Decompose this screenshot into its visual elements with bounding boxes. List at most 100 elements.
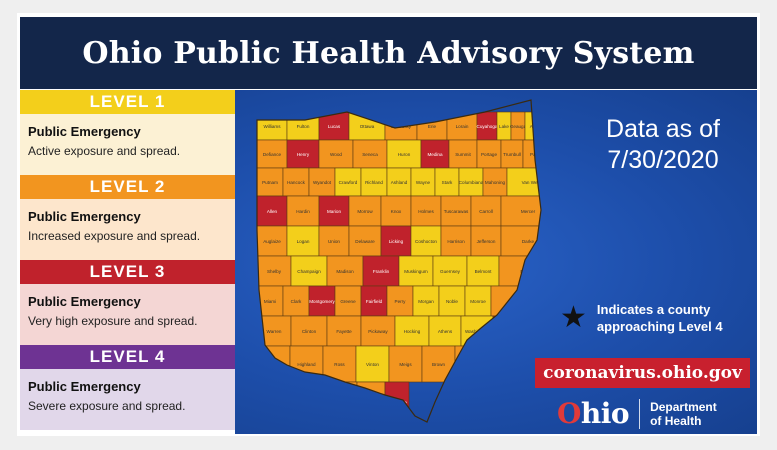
county-crawford [334, 167, 362, 197]
county-tuscarawas [440, 195, 472, 227]
county-label: Vinton [366, 362, 379, 367]
county-label: Carroll [479, 209, 493, 214]
legend-level-4-body: Public Emergency Severe exposure and spr… [20, 369, 235, 430]
legend-level-4-heading: Public Emergency [28, 379, 141, 394]
page-title: Ohio Public Health Advisory System [82, 35, 695, 71]
county-label: Mahoning [485, 180, 506, 185]
county-label: Montgomery [309, 299, 335, 304]
county-label: Pickaway [368, 329, 388, 334]
county-monroe [464, 285, 492, 317]
legend-level-3-heading: Public Emergency [28, 294, 141, 309]
legend-level-2-desc: Increased exposure and spread. [28, 229, 201, 243]
legend-level-2-label: LEVEL 2 [89, 177, 166, 196]
county-label: Adams [498, 362, 513, 367]
county-label: Delaware [355, 239, 375, 244]
county-label: Perry [395, 299, 407, 304]
data-as-of: Data as of 7/30/2020 [583, 114, 743, 176]
ohio-county-map: Williams Fulton Lucas Ottawa Sandusky Erie Lor… [256, 99, 548, 423]
legend-level-1-desc: Active exposure and spread. [28, 144, 181, 158]
county-label: Highland [297, 362, 316, 367]
county-belmont [466, 255, 500, 287]
county-label: Wayne [416, 180, 431, 185]
county-wyandot [308, 167, 336, 197]
county-label: Columbiana [459, 180, 484, 185]
county-label: Harrison [447, 239, 465, 244]
county-label: Ottawa [360, 124, 375, 129]
county-muskingum [398, 255, 434, 287]
logo-divider [639, 399, 641, 429]
advisory-card: Ohio Public Health Advisory System LEVEL… [17, 13, 760, 436]
county-label: Defiance [263, 152, 282, 157]
county-van-wert [506, 167, 541, 197]
dept-of-health-text: Department of Health [650, 400, 717, 428]
legend-level-3-desc: Very high exposure and spread. [28, 314, 198, 328]
county-label: Ross [334, 362, 345, 367]
county-label: Lorain [456, 124, 469, 129]
county-madison [326, 255, 364, 287]
level-legend: LEVEL 1 Public Emergency Active exposure… [20, 90, 235, 430]
county-label: Meigs [399, 362, 412, 367]
county-columbiana [458, 167, 484, 197]
county-morrow [348, 195, 382, 227]
county-champaign [290, 255, 328, 287]
ohio-wordmark-o: O [557, 397, 581, 430]
county-label: Portage [481, 152, 498, 157]
legend-level-3-header: LEVEL 3 [20, 260, 235, 284]
dept-line-1: Department [650, 400, 717, 414]
county-label: Muskingum [404, 269, 428, 274]
ohio-wordmark: Ohio [557, 397, 630, 430]
county-label: Summit [455, 152, 471, 157]
county-label: Fairfield [366, 299, 383, 304]
legend-level-1-heading: Public Emergency [28, 124, 141, 139]
county-label: Fayette [336, 329, 352, 334]
county-label: Marion [327, 209, 341, 214]
county-label: Paulding [530, 152, 548, 157]
county-jackson [290, 381, 326, 422]
county-defiance [257, 139, 288, 169]
legend-level-4-header: LEVEL 4 [20, 345, 235, 369]
county-label: Lucas [328, 124, 341, 129]
ohio-dept-health-logo: Ohio Department of Health [557, 399, 717, 429]
county-label: Butler [517, 299, 529, 304]
map-panel: Williams Fulton Lucas Ottawa Sandusky Erie Lor… [235, 90, 757, 434]
county-label: Clark [291, 299, 302, 304]
county-allen [257, 195, 288, 227]
website-url[interactable]: coronavirus.ohio.gov [535, 358, 750, 388]
county-label: Hancock [287, 180, 306, 185]
county-label: Darke [522, 239, 535, 244]
county-label: Madison [336, 269, 354, 274]
county-knox [380, 195, 412, 227]
county-label: Miami [264, 299, 276, 304]
county-label: Williams [263, 124, 281, 129]
county-label: Richland [365, 180, 383, 185]
title-bar: Ohio Public Health Advisory System [20, 17, 757, 89]
data-as-of-date: 7/30/2020 [607, 146, 719, 174]
county-label: Auglaize [263, 239, 281, 244]
county-label: Medina [427, 152, 443, 157]
county-label: Brown [432, 362, 445, 367]
county-gallia [324, 381, 358, 422]
county-label: Erie [428, 124, 437, 129]
dept-line-2: of Health [650, 414, 702, 428]
legend-level-2-heading: Public Emergency [28, 209, 141, 224]
county-label: Licking [389, 239, 404, 244]
county-noble [438, 285, 466, 317]
county-label: Cuyahoga [477, 124, 498, 129]
county-label: Union [328, 239, 340, 244]
county-label: Fulton [297, 124, 310, 129]
county-greene [334, 285, 362, 317]
county-carroll [470, 195, 502, 227]
county-seneca [352, 139, 388, 169]
county-label: Belmont [475, 269, 493, 274]
legend-level-4-desc: Severe exposure and spread. [28, 399, 186, 413]
legend-level-2-body: Public Emergency Increased exposure and … [20, 199, 235, 260]
star-icon: ★ [560, 300, 587, 335]
county-label: Jefferson [477, 239, 496, 244]
county-meigs [388, 345, 423, 383]
county-perry [386, 285, 414, 317]
county-label: Athens [438, 329, 453, 334]
county-stark [434, 167, 460, 197]
county-label: Allen [267, 209, 278, 214]
county-label: Monroe [470, 299, 486, 304]
county-label: Clermont [264, 362, 283, 367]
